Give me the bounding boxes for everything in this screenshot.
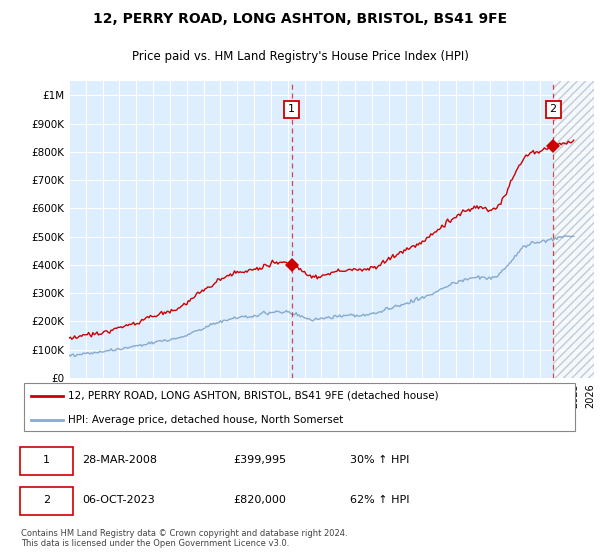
Text: 12, PERRY ROAD, LONG ASHTON, BRISTOL, BS41 9FE (detached house): 12, PERRY ROAD, LONG ASHTON, BRISTOL, BS…	[68, 391, 439, 401]
Text: 28-MAR-2008: 28-MAR-2008	[82, 455, 157, 465]
FancyBboxPatch shape	[20, 446, 73, 475]
Text: 06-OCT-2023: 06-OCT-2023	[82, 496, 155, 505]
FancyBboxPatch shape	[24, 384, 575, 431]
Text: 1: 1	[43, 455, 50, 465]
Text: 1: 1	[288, 105, 295, 114]
Text: Contains HM Land Registry data © Crown copyright and database right 2024.
This d: Contains HM Land Registry data © Crown c…	[21, 529, 347, 548]
Text: 62% ↑ HPI: 62% ↑ HPI	[350, 496, 410, 505]
FancyBboxPatch shape	[20, 487, 73, 515]
Bar	[553, 81, 594, 378]
Text: Price paid vs. HM Land Registry's House Price Index (HPI): Price paid vs. HM Land Registry's House …	[131, 50, 469, 63]
Text: 30% ↑ HPI: 30% ↑ HPI	[350, 455, 410, 465]
Text: £820,000: £820,000	[233, 496, 286, 505]
Bar	[553, 81, 594, 378]
Text: HPI: Average price, detached house, North Somerset: HPI: Average price, detached house, Nort…	[68, 414, 344, 424]
Text: £399,995: £399,995	[233, 455, 286, 465]
Text: 2: 2	[43, 496, 50, 505]
Text: 2: 2	[550, 105, 557, 114]
Text: 12, PERRY ROAD, LONG ASHTON, BRISTOL, BS41 9FE: 12, PERRY ROAD, LONG ASHTON, BRISTOL, BS…	[93, 12, 507, 26]
